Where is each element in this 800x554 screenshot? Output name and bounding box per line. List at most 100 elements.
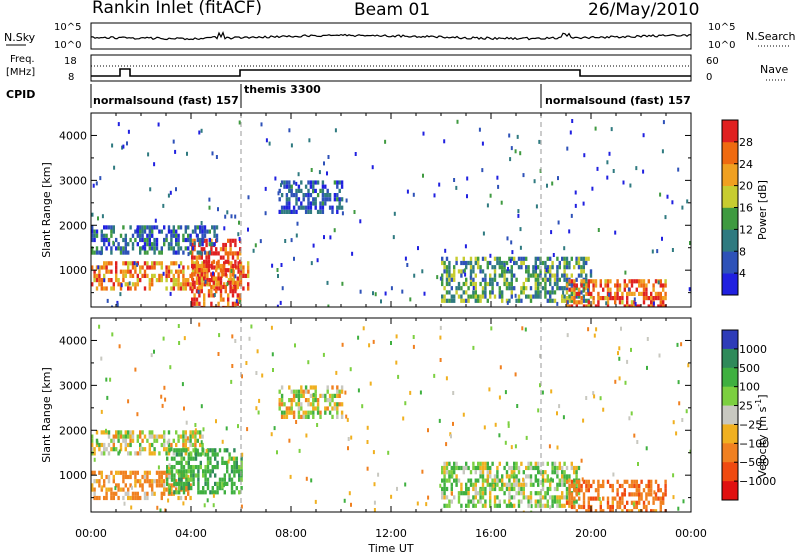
heatmap-cell	[122, 479, 125, 484]
heatmap-cell	[534, 478, 537, 483]
heatmap-cell	[239, 251, 242, 256]
heatmap-cell	[105, 261, 108, 266]
heatmap-cell	[441, 256, 444, 261]
heatmap-cell	[237, 269, 240, 274]
freq-frame	[90, 54, 692, 82]
heatmap-cell	[457, 499, 461, 504]
heatmap-cell	[112, 282, 115, 287]
heatmap-cell	[677, 167, 680, 172]
heatmap-cell	[472, 294, 475, 299]
heatmap-cell	[331, 414, 334, 419]
heatmap-cell	[234, 242, 237, 248]
heatmap-cell	[433, 193, 436, 198]
heatmap-cell	[585, 488, 588, 493]
heatmap-cell	[295, 197, 298, 202]
heatmap-cell	[513, 470, 516, 475]
heatmap-cell	[599, 296, 602, 301]
heatmap-cell	[105, 495, 108, 501]
heatmap-cell	[441, 491, 444, 496]
heatmap-cell	[293, 256, 295, 261]
heatmap-cell	[514, 444, 517, 449]
heatmap-cell	[534, 281, 537, 287]
heatmap-cell	[529, 273, 533, 278]
heatmap-cell	[180, 473, 183, 478]
heatmap-cell	[333, 193, 337, 198]
heatmap-cell	[148, 278, 151, 283]
heatmap-cell	[139, 269, 142, 274]
heatmap-cell	[479, 474, 482, 479]
heatmap-cell	[493, 486, 497, 492]
heatmap-cell	[139, 225, 142, 230]
noise-panel: N.Sky 10^5 10^0 10^5 10^0 N.Search	[4, 22, 796, 51]
heatmap-cell	[568, 492, 571, 497]
heatmap-cell	[175, 237, 178, 243]
heatmap-cell	[131, 430, 135, 435]
heatmap-cell	[209, 460, 212, 465]
heatmap-cell	[326, 171, 328, 176]
heatmap-cell	[127, 286, 130, 291]
heatmap-cell	[618, 287, 622, 292]
heatmap-cell	[614, 296, 617, 301]
heatmap-cell	[285, 184, 289, 189]
heatmap-cell	[556, 465, 559, 471]
heatmap-cell	[606, 291, 610, 296]
heatmap-cell	[513, 286, 516, 291]
heatmap-cell	[529, 499, 533, 504]
heatmap-cell	[606, 287, 610, 292]
heatmap-cell	[460, 486, 463, 492]
heatmap-cell	[515, 474, 518, 479]
heatmap-cell	[204, 490, 207, 495]
heatmap-cell	[469, 482, 473, 487]
heatmap-cell	[626, 500, 629, 505]
heatmap-cell	[565, 265, 569, 270]
heatmap-cell	[341, 211, 344, 216]
heatmap-cell	[129, 451, 132, 456]
heatmap-cell	[331, 209, 334, 214]
heatmap-cell	[685, 409, 688, 414]
heatmap-cell	[551, 260, 554, 266]
heatmap-cell	[115, 430, 118, 435]
heatmap-cell	[93, 273, 96, 278]
heatmap-cell	[532, 482, 535, 487]
heatmap-cell	[503, 273, 506, 278]
heatmap-cell	[460, 269, 463, 274]
heatmap-cell	[568, 488, 571, 493]
heatmap-cell	[160, 261, 163, 266]
heatmap-cell	[273, 426, 276, 431]
heatmap-cell	[182, 456, 186, 461]
heatmap-cell	[616, 492, 619, 497]
heatmap-cell	[307, 410, 310, 415]
heatmap-cell	[143, 225, 147, 230]
heatmap-cell	[162, 203, 165, 208]
heatmap-cell	[220, 273, 223, 278]
heatmap-cell	[507, 423, 510, 428]
heatmap-cell	[95, 278, 99, 283]
heatmap-cell	[568, 483, 571, 489]
heatmap-cell	[305, 433, 308, 438]
colorbar-frame	[721, 329, 739, 501]
heatmap-cell	[105, 246, 108, 251]
heatmap-cell	[148, 225, 151, 230]
heatmap-cell	[630, 479, 634, 484]
heatmap-cell	[210, 272, 213, 277]
heatmap-cell	[597, 492, 600, 497]
heatmap-cell	[522, 256, 525, 261]
heatmap-cell	[234, 263, 237, 269]
heatmap-cell	[157, 122, 160, 127]
heatmap-cell	[314, 201, 317, 206]
heatmap-cell	[614, 283, 617, 288]
heatmap-cell	[630, 279, 634, 284]
heatmap-cell	[568, 287, 571, 292]
heatmap-cell	[455, 474, 458, 479]
heatmap-cell	[177, 250, 180, 255]
velocity-ylabel: Slant Range [km]	[40, 367, 53, 463]
heatmap-cell	[397, 374, 400, 379]
heatmap-cell	[122, 470, 125, 475]
heatmap-cell	[672, 420, 675, 425]
heatmap-cell	[136, 491, 139, 496]
heatmap-cell	[484, 256, 487, 261]
heatmap-cell	[618, 504, 622, 510]
time-axis: 00:00 04:00 08:00 12:00 16:00 20:00 00:00	[75, 527, 707, 540]
heatmap-cell	[527, 495, 530, 500]
